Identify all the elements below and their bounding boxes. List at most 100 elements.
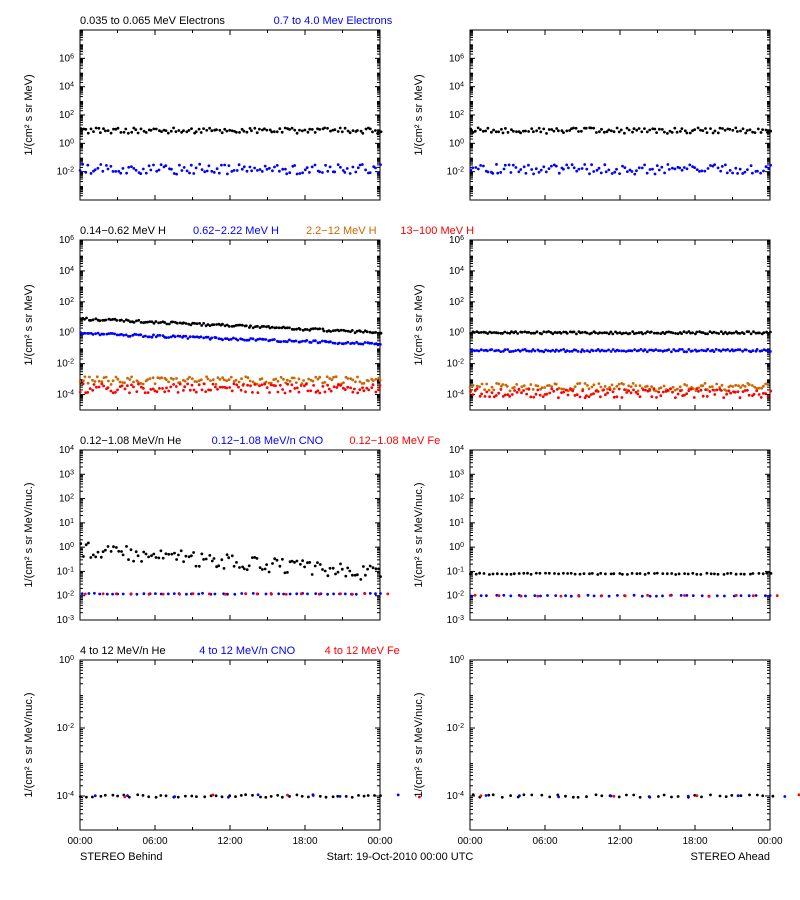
data-point	[551, 349, 554, 352]
data-point	[293, 164, 296, 167]
data-point	[337, 130, 340, 133]
data-point	[312, 380, 315, 383]
data-point	[302, 379, 305, 382]
data-point	[610, 350, 613, 353]
data-point	[701, 170, 704, 173]
data-point	[231, 390, 234, 393]
data-point	[523, 793, 526, 796]
data-point	[363, 382, 366, 385]
data-point	[530, 127, 533, 130]
data-point	[233, 593, 236, 596]
data-point	[553, 572, 556, 575]
data-point	[539, 131, 542, 134]
data-point	[610, 795, 613, 798]
data-point	[472, 384, 475, 387]
data-point	[112, 170, 115, 173]
data-point	[329, 340, 332, 343]
data-point	[765, 349, 768, 352]
plot-border	[470, 450, 770, 620]
data-point	[646, 131, 649, 134]
data-point	[492, 129, 495, 132]
data-point	[752, 349, 755, 352]
data-point	[246, 568, 249, 571]
data-point	[296, 387, 299, 390]
data-point	[311, 166, 314, 169]
data-point	[706, 131, 709, 134]
data-point	[562, 388, 565, 391]
data-point	[506, 348, 509, 351]
data-point	[301, 171, 304, 174]
data-point	[545, 132, 548, 135]
data-point	[273, 166, 276, 169]
data-point	[127, 132, 130, 135]
y-axis-label: 1/(cm² s sr MeV)	[23, 284, 35, 365]
data-point	[121, 384, 124, 387]
data-point	[565, 389, 568, 392]
data-point	[215, 336, 218, 339]
data-point	[504, 348, 507, 351]
data-point	[532, 173, 535, 176]
data-point	[301, 795, 304, 798]
data-point	[135, 390, 138, 393]
data-point	[364, 341, 367, 344]
data-point	[529, 383, 532, 386]
data-point	[276, 794, 279, 797]
data-point	[542, 330, 545, 333]
data-point	[585, 168, 588, 171]
data-point	[104, 130, 107, 133]
data-point	[747, 330, 750, 333]
data-point	[717, 132, 720, 135]
data-point	[257, 391, 260, 394]
data-point	[335, 375, 338, 378]
data-point	[144, 391, 147, 394]
data-point	[301, 130, 304, 133]
data-point	[223, 379, 226, 382]
data-point	[324, 164, 327, 167]
data-point	[685, 392, 688, 395]
data-point	[772, 795, 775, 798]
data-point	[740, 794, 743, 797]
data-point	[339, 166, 342, 169]
data-point	[92, 554, 95, 557]
data-point	[641, 333, 644, 336]
data-point	[512, 164, 515, 167]
data-point	[719, 127, 722, 130]
data-point	[783, 795, 786, 798]
panel-row1-behind: 10-21001021041061/(cm² s sr MeV)	[23, 30, 382, 200]
data-point	[492, 389, 495, 392]
data-point	[216, 388, 219, 391]
data-point	[530, 573, 533, 576]
data-point	[281, 168, 284, 171]
data-point	[221, 795, 224, 798]
data-point	[769, 390, 772, 393]
data-point	[207, 336, 210, 339]
data-point	[274, 384, 277, 387]
data-point	[95, 127, 98, 130]
data-point	[649, 168, 652, 171]
data-point	[545, 171, 548, 174]
data-point	[208, 593, 211, 596]
data-point	[711, 385, 714, 388]
data-point	[762, 331, 765, 334]
data-point	[478, 572, 481, 575]
data-point	[308, 561, 311, 564]
data-point	[375, 378, 378, 381]
data-point	[514, 330, 517, 333]
data-point	[527, 164, 530, 167]
data-point	[155, 556, 158, 559]
data-point	[599, 386, 602, 389]
data-point	[314, 327, 317, 330]
data-point	[577, 350, 580, 353]
data-point	[587, 594, 590, 597]
data-point	[469, 390, 472, 393]
data-point	[278, 170, 281, 173]
data-point	[116, 795, 119, 798]
data-point	[251, 391, 254, 394]
data-point	[185, 555, 188, 558]
data-point	[680, 332, 683, 335]
data-point	[713, 350, 716, 353]
data-point	[618, 131, 621, 134]
data-point	[326, 127, 329, 130]
data-point	[356, 392, 359, 395]
data-point	[631, 131, 634, 134]
